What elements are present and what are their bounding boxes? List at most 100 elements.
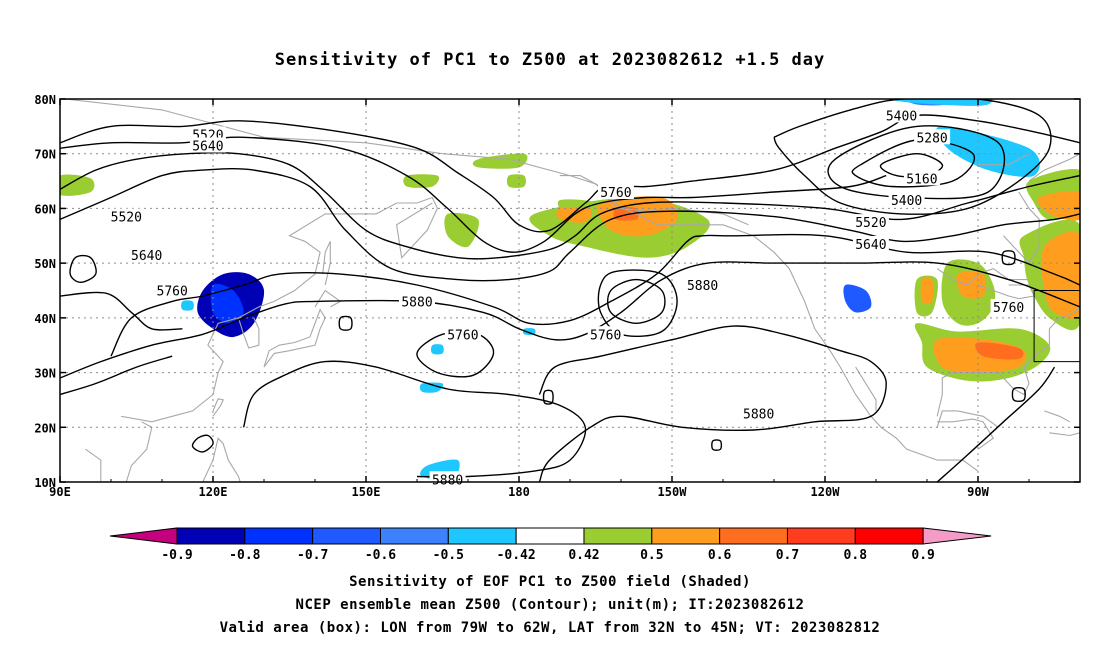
coastline (1049, 432, 1080, 437)
contour-label: 5640 (855, 238, 886, 253)
sensitivity-patch (181, 300, 194, 311)
lon-label: 90W (967, 485, 989, 499)
colorbar-label: -0.7 (297, 548, 328, 563)
coastline (125, 421, 153, 482)
lon-label: 180 (508, 485, 530, 499)
coastline (936, 306, 1080, 417)
contour-label-bg (852, 235, 889, 251)
coastline (322, 241, 331, 286)
coastline (1044, 410, 1071, 423)
coastline (936, 410, 999, 428)
caption-line-3: Valid area (box): LON from 79W to 62W, L… (219, 620, 881, 636)
z500-contour (827, 125, 1006, 200)
contour-label: 5760 (590, 328, 621, 343)
colorbar-label: 0.8 (844, 548, 868, 563)
z500-contour (1001, 250, 1016, 266)
contour-label-bg (914, 129, 951, 145)
colorbar-swatch (786, 527, 856, 545)
coastline (937, 418, 995, 450)
colorbar-label: -0.8 (229, 548, 260, 563)
contour-label-bg (888, 192, 925, 208)
z500-contour (1011, 386, 1026, 403)
z500-contour (711, 439, 723, 451)
contour-label-bg (990, 298, 1027, 314)
z500-contour (60, 261, 1080, 379)
contour-label: 5520 (855, 216, 886, 231)
contour-label: 5400 (886, 109, 917, 124)
contour-label-bg (597, 184, 634, 200)
contour-label-bg (444, 326, 481, 342)
graticule (60, 99, 1080, 482)
contour-label: 5160 (906, 172, 937, 187)
contour-label: 5400 (891, 194, 922, 209)
coastline (1003, 191, 1040, 264)
sensitivity-patch (431, 344, 444, 355)
colorbar-label: 0.7 (776, 548, 799, 563)
sensitivity-patch (506, 174, 526, 188)
lon-label: 120W (811, 485, 841, 499)
contour-label-bg (399, 293, 435, 309)
z500-contour (60, 167, 1080, 282)
colorbar-swatch (176, 527, 246, 545)
lon-label: 120E (199, 485, 228, 499)
coastline (263, 308, 326, 368)
sensitivity-patch (472, 153, 528, 169)
sensitivity-patch (419, 382, 444, 393)
coastline (978, 153, 1030, 166)
colorbar-label: 0.9 (911, 548, 934, 563)
colorbar-label: 0.42 (568, 548, 599, 563)
colorbar-label: -0.42 (497, 548, 536, 563)
coastline (121, 196, 439, 423)
lat-label: 70N (34, 148, 56, 162)
colorbar-swatch (651, 527, 721, 545)
contour-label: 5880 (687, 279, 718, 294)
coastline (212, 398, 224, 417)
contour-label: 5880 (743, 408, 774, 423)
sensitivity-patch (956, 271, 986, 299)
contour-label-bg (189, 137, 226, 153)
colorbar-label: -0.5 (433, 548, 464, 563)
z500-contour (538, 325, 887, 482)
contour-label: 5760 (447, 328, 478, 343)
colorbar-swatch (515, 527, 585, 545)
contour-label: 5640 (192, 140, 223, 155)
z500-contours (60, 99, 1080, 482)
contour-label: 5640 (131, 249, 162, 264)
contour-label-bg (852, 214, 889, 230)
coastline (977, 284, 1035, 300)
lat-label: 80N (34, 93, 56, 107)
colorbar-label: 0.5 (640, 548, 663, 563)
contour-label-bg (883, 107, 920, 123)
contour-label-bg (903, 170, 940, 186)
colorbar-swatch (312, 527, 381, 545)
lat-label: 40N (34, 312, 56, 326)
z500-contour (542, 389, 554, 405)
caption-line-2: NCEP ensemble mean Z500 (Contour); unit(… (295, 597, 805, 613)
lon-label: 90E (49, 485, 71, 499)
sensitivity-patch (843, 284, 872, 313)
coastline (855, 366, 877, 411)
z500-contour (597, 269, 678, 337)
coastline (559, 175, 979, 472)
z500-contour (936, 366, 1056, 482)
sensitivity-patch (60, 174, 95, 196)
colorbar-label: -0.6 (365, 548, 396, 563)
z500-contour (191, 434, 214, 453)
colorbar-swatch (244, 527, 314, 545)
z500-contour (69, 254, 97, 284)
contour-label: 5880 (401, 295, 432, 310)
z500-contour (773, 99, 1052, 215)
z500-contour (60, 291, 183, 331)
sensitivity-patch (920, 276, 934, 305)
coastline (237, 317, 260, 349)
colorbar-swatch (379, 527, 449, 545)
z500-contour (60, 355, 173, 396)
contour-label: 5280 (916, 131, 947, 146)
sensitivity-patch (403, 174, 440, 188)
colorbar-swatch (583, 527, 653, 545)
contour-label: 5880 (432, 473, 463, 488)
colorbar-label: -0.9 (161, 548, 192, 563)
lat-label: 20N (34, 421, 56, 435)
coastline (1028, 153, 1080, 182)
